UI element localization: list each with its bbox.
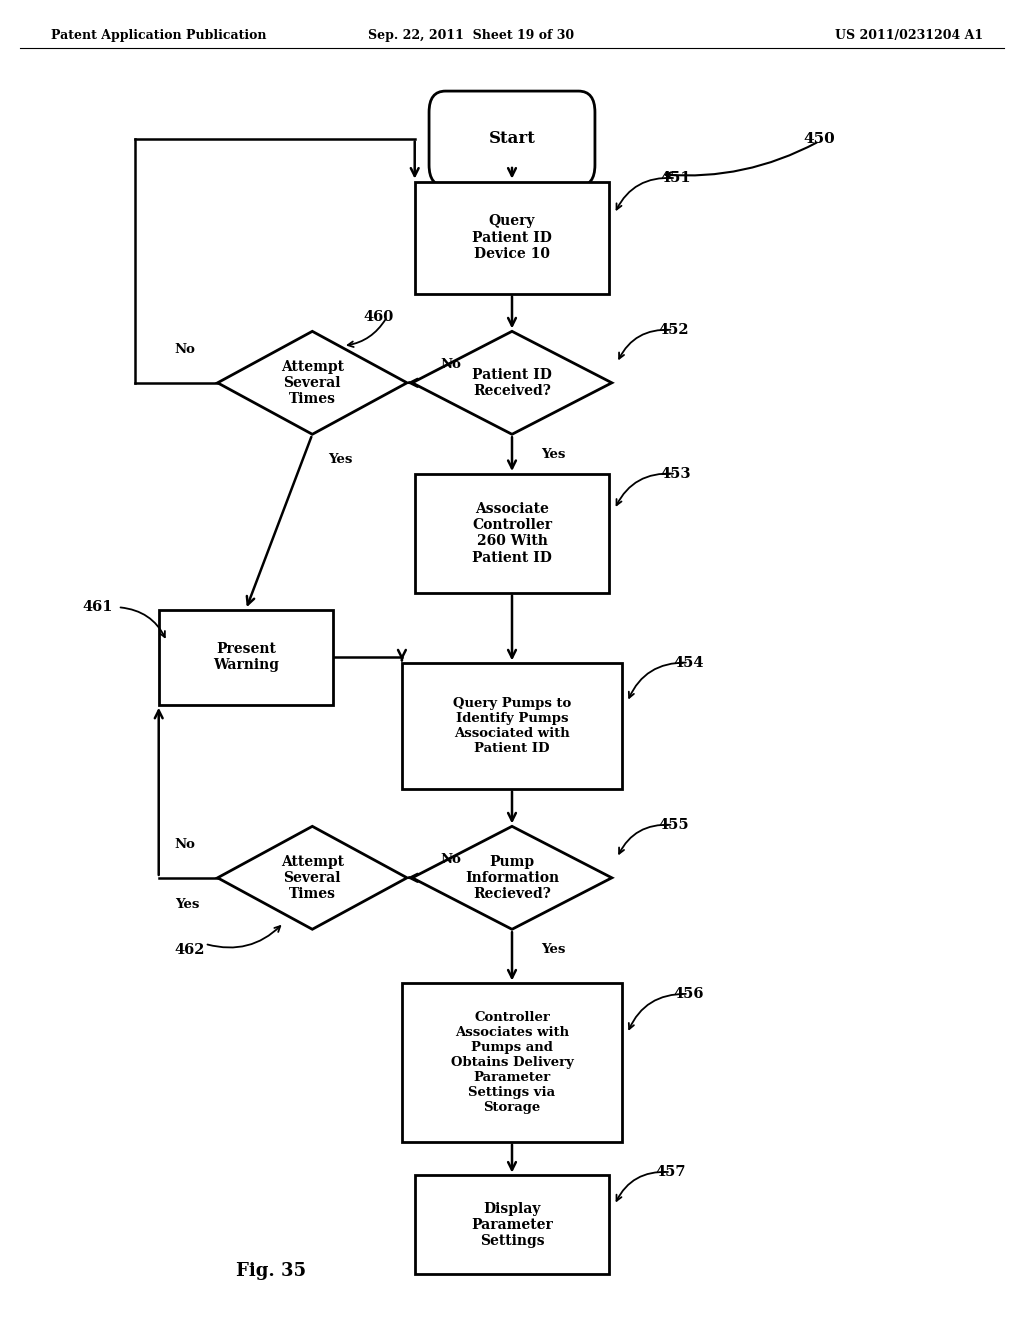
Text: Associate
Controller
260 With
Patient ID: Associate Controller 260 With Patient ID (472, 502, 552, 565)
Text: 454: 454 (674, 656, 703, 669)
Bar (159, 610, 333, 705)
Text: 455: 455 (658, 818, 688, 832)
Text: 462: 462 (174, 944, 205, 957)
Text: Present
Warning: Present Warning (213, 643, 279, 672)
Text: 453: 453 (660, 467, 691, 480)
Text: 452: 452 (658, 323, 688, 337)
Text: Attempt
Several
Times: Attempt Several Times (281, 854, 344, 902)
Bar (401, 983, 623, 1142)
Text: 460: 460 (364, 310, 394, 323)
Text: Start: Start (488, 131, 536, 147)
Text: US 2011/0231204 A1: US 2011/0231204 A1 (835, 29, 983, 42)
Text: Yes: Yes (328, 453, 352, 466)
Text: Patient ID
Received?: Patient ID Received? (472, 368, 552, 397)
Text: Yes: Yes (541, 942, 565, 956)
Bar (415, 181, 609, 294)
Text: 456: 456 (674, 987, 703, 1001)
Polygon shape (217, 331, 407, 434)
Polygon shape (412, 331, 612, 434)
Text: No: No (174, 343, 195, 356)
Text: Pump
Information
Recieved?: Pump Information Recieved? (465, 854, 559, 902)
Text: Yes: Yes (175, 898, 199, 911)
Bar (415, 474, 609, 593)
Text: Yes: Yes (541, 447, 565, 461)
Text: No: No (174, 838, 195, 851)
Text: Query Pumps to
Identify Pumps
Associated with
Patient ID: Query Pumps to Identify Pumps Associated… (453, 697, 571, 755)
Polygon shape (217, 826, 407, 929)
Text: Query
Patient ID
Device 10: Query Patient ID Device 10 (472, 214, 552, 261)
Text: Controller
Associates with
Pumps and
Obtains Delivery
Parameter
Settings via
Sto: Controller Associates with Pumps and Obt… (451, 1011, 573, 1114)
Text: 450: 450 (803, 132, 836, 145)
Text: 451: 451 (660, 172, 691, 185)
Text: 457: 457 (655, 1166, 686, 1179)
Text: Sep. 22, 2011  Sheet 19 of 30: Sep. 22, 2011 Sheet 19 of 30 (368, 29, 574, 42)
Polygon shape (412, 826, 612, 929)
FancyBboxPatch shape (429, 91, 595, 186)
Text: No: No (440, 358, 461, 371)
Text: Fig. 35: Fig. 35 (237, 1262, 306, 1280)
Text: Display
Parameter
Settings: Display Parameter Settings (471, 1201, 553, 1249)
Text: Patent Application Publication: Patent Application Publication (51, 29, 266, 42)
Text: 461: 461 (82, 601, 113, 614)
Bar (401, 663, 623, 788)
Text: Attempt
Several
Times: Attempt Several Times (281, 359, 344, 407)
Bar (415, 1176, 609, 1275)
Text: No: No (440, 853, 461, 866)
